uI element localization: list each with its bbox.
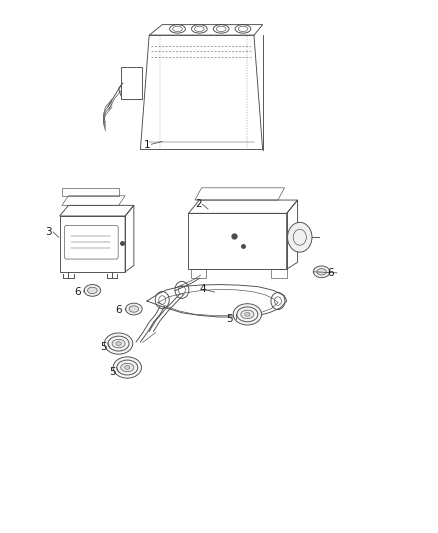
Text: 6: 6 <box>115 305 122 315</box>
Ellipse shape <box>245 312 250 316</box>
Text: 1: 1 <box>144 140 150 150</box>
Text: 4: 4 <box>199 284 206 294</box>
Ellipse shape <box>88 287 97 294</box>
Text: 6: 6 <box>327 268 334 278</box>
Text: 5: 5 <box>100 342 106 352</box>
Ellipse shape <box>129 306 139 312</box>
Text: 5: 5 <box>226 313 233 324</box>
Text: 6: 6 <box>74 287 81 297</box>
Ellipse shape <box>241 310 254 319</box>
Ellipse shape <box>313 266 330 278</box>
Text: 5: 5 <box>109 367 115 377</box>
Ellipse shape <box>116 342 121 345</box>
Ellipse shape <box>104 333 133 354</box>
Ellipse shape <box>233 304 261 325</box>
Text: 2: 2 <box>195 199 202 209</box>
Ellipse shape <box>112 340 125 348</box>
Text: 3: 3 <box>46 227 52 237</box>
Ellipse shape <box>121 364 134 372</box>
Ellipse shape <box>125 366 130 369</box>
Ellipse shape <box>84 285 101 296</box>
Ellipse shape <box>113 357 141 378</box>
Ellipse shape <box>126 303 142 315</box>
Ellipse shape <box>317 269 326 275</box>
Circle shape <box>288 222 312 252</box>
